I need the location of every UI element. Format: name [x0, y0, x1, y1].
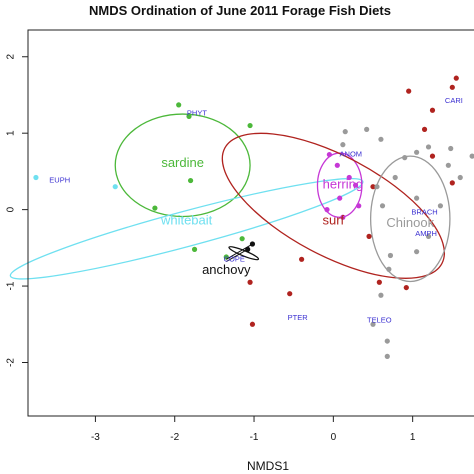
surf-point [247, 279, 253, 285]
anchovy-arrow [226, 248, 248, 263]
chinook-point [469, 153, 474, 159]
chinook-point [387, 252, 394, 259]
chinook-point [445, 162, 451, 168]
species-label-chinook: Chinook [386, 215, 434, 230]
chinook-point [340, 142, 346, 148]
sardine-point [152, 205, 158, 211]
whitebait-ellipse [9, 177, 364, 280]
herring-point [352, 182, 359, 188]
species-label-surf: surf [323, 213, 345, 228]
species-label-anchovy: anchovy [202, 262, 251, 277]
chinook-point [364, 126, 370, 132]
chinook-point [402, 155, 408, 161]
plot-frame [27, 29, 474, 417]
x-tick-label: 1 [410, 432, 416, 443]
prey-label-euph: EUPH [49, 176, 70, 185]
surf-point [249, 321, 256, 327]
x-tick-label: 0 [331, 432, 337, 443]
chinook-point [384, 338, 390, 344]
chinook-point [384, 353, 390, 359]
surf-point [299, 256, 305, 262]
y-tick-label: -2 [6, 358, 17, 367]
sardine-point [191, 246, 198, 252]
prey-label-anom: ANOM [340, 150, 363, 159]
species-label-herring: herring [323, 177, 363, 192]
herring-point [324, 207, 330, 213]
chinook-point [414, 195, 420, 201]
herring-point [356, 203, 362, 209]
chinook-point [379, 203, 386, 209]
prey-label-phyt: PHYT [187, 108, 207, 117]
surf-point [421, 126, 428, 132]
x-tick-label: -2 [170, 432, 179, 443]
x-tick-label: -3 [91, 432, 100, 443]
chinook-point [437, 203, 444, 209]
surf-point [449, 180, 455, 186]
chinook-point [414, 149, 420, 155]
whitebait-point [33, 174, 39, 181]
surf-point [406, 88, 412, 94]
chinook-point [370, 321, 376, 327]
chinook-point [378, 136, 384, 142]
prey-label-cope: COPE [224, 254, 245, 263]
chinook-point [378, 292, 384, 298]
prey-label-teleo: TELEO [367, 315, 392, 324]
sardine-ellipse [114, 113, 251, 218]
y-tick-label: 1 [6, 130, 17, 136]
anchovy-arrow [226, 243, 253, 260]
species-label-sardine: sardine [161, 155, 204, 170]
surf-point [429, 107, 436, 113]
surf-point [449, 84, 455, 90]
surf-point [453, 75, 459, 81]
sardine-point [186, 113, 192, 119]
herring-point [346, 174, 352, 181]
prey-label-cari: CARI [445, 96, 463, 105]
y-tick-label: 2 [6, 54, 17, 60]
sardine-point [176, 102, 182, 108]
chinook-point [425, 233, 432, 239]
prey-label-brach: BRACH [411, 208, 437, 217]
herring-point [334, 162, 340, 168]
y-tick-label: -1 [6, 281, 17, 290]
x-tick-label: -1 [250, 432, 259, 443]
whitebait-point [112, 184, 118, 190]
surf-point [403, 284, 409, 291]
herring-point [340, 214, 346, 220]
surf-point [366, 233, 372, 239]
chinook-point [342, 129, 348, 135]
chinook-point [374, 184, 380, 190]
chinook-ellipse [369, 155, 451, 283]
y-tick-label: 0 [6, 206, 17, 212]
herring-point [326, 151, 332, 158]
surf-ellipse [221, 132, 446, 279]
chinook-point [414, 249, 420, 255]
surf-point [370, 184, 376, 190]
chinook-point [457, 174, 463, 181]
chinook-point [392, 174, 398, 181]
surf-point [376, 279, 382, 285]
surf-point [429, 153, 436, 159]
prey-label-amph: AMPH [415, 229, 437, 238]
prey-label-pter: PTER [288, 313, 309, 322]
herring-point [337, 195, 343, 201]
species-label-whitebait: whitebait [160, 213, 213, 228]
surf-point [287, 291, 293, 297]
chinook-point [386, 266, 392, 272]
chinook-point [448, 145, 454, 152]
sardine-point [187, 177, 194, 184]
chart-title: NMDS Ordination of June 2011 Forage Fish… [89, 3, 391, 18]
x-axis-label: NMDS1 [247, 459, 289, 473]
sardine-point [247, 122, 253, 129]
sardine-point [239, 236, 245, 242]
chinook-point [425, 144, 432, 150]
